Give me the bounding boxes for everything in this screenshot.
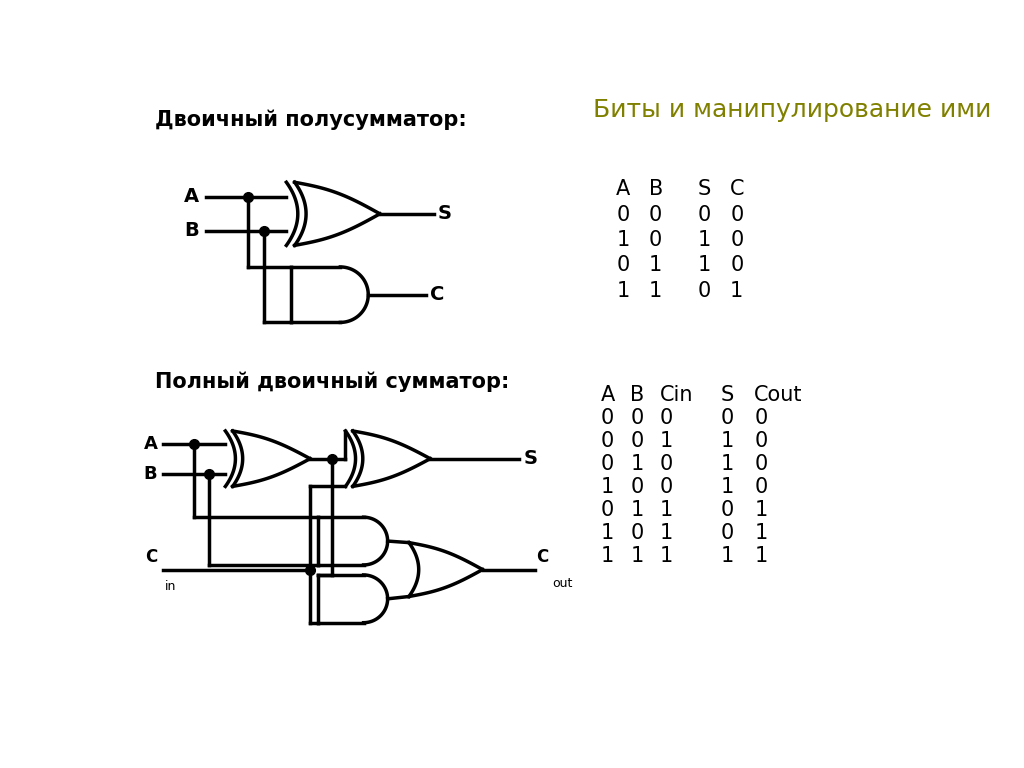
Text: 1: 1 [697,230,711,250]
Text: Полный двоичный сумматор:: Полный двоичный сумматор: [155,372,510,392]
Text: 1: 1 [649,281,663,301]
Text: 1: 1 [630,454,643,474]
Text: out: out [552,578,572,591]
Text: 1: 1 [721,454,734,474]
Text: 1: 1 [601,477,614,497]
Text: C: C [430,285,444,304]
Text: B: B [143,465,158,482]
Text: 1: 1 [721,477,734,497]
Text: 0: 0 [721,523,734,544]
Text: 1: 1 [649,256,663,276]
Text: 0: 0 [601,454,614,474]
Text: A: A [601,385,615,405]
Text: S: S [523,449,538,468]
Text: 1: 1 [630,500,643,520]
Text: in: in [165,580,176,593]
Text: 1: 1 [659,523,673,544]
Text: 0: 0 [649,204,663,224]
Text: S: S [697,179,711,199]
Text: 0: 0 [630,523,643,544]
Text: 0: 0 [730,204,743,224]
Text: 1: 1 [659,500,673,520]
Text: 0: 0 [721,408,734,428]
Text: B: B [649,179,664,199]
Text: 1: 1 [616,230,630,250]
Text: B: B [184,221,200,240]
Text: 0: 0 [755,431,767,451]
Text: 1: 1 [755,547,767,567]
Text: Двоичный полусумматор:: Двоичный полусумматор: [155,110,467,131]
Text: 0: 0 [616,204,630,224]
Text: 0: 0 [697,204,711,224]
Text: 1: 1 [730,281,743,301]
Text: 1: 1 [721,547,734,567]
Text: 0: 0 [601,431,614,451]
Text: 1: 1 [601,523,614,544]
Text: 0: 0 [730,256,743,276]
Text: 0: 0 [601,500,614,520]
Text: 0: 0 [601,408,614,428]
Text: 0: 0 [616,256,630,276]
Text: A: A [184,187,200,207]
Text: A: A [143,435,158,452]
Text: A: A [616,179,631,199]
Text: C: C [145,548,158,567]
Text: S: S [721,385,734,405]
Text: 0: 0 [659,477,673,497]
Text: C: C [537,548,549,567]
Text: 1: 1 [755,500,767,520]
Text: 0: 0 [755,408,767,428]
Text: 0: 0 [630,477,643,497]
Text: C: C [730,179,744,199]
Text: 1: 1 [630,547,643,567]
Text: 0: 0 [755,477,767,497]
Text: 0: 0 [755,454,767,474]
Text: 0: 0 [630,408,643,428]
Text: 1: 1 [616,281,630,301]
Text: Cout: Cout [755,385,803,405]
Text: Биты и манипулирование ими: Биты и манипулирование ими [593,98,991,122]
Text: 1: 1 [755,523,767,544]
Text: 1: 1 [659,431,673,451]
Text: 0: 0 [659,408,673,428]
Text: 0: 0 [730,230,743,250]
Text: 1: 1 [601,547,614,567]
Text: 1: 1 [659,547,673,567]
Text: S: S [438,204,452,223]
Text: 1: 1 [697,256,711,276]
Text: 0: 0 [649,230,663,250]
Text: 0: 0 [659,454,673,474]
Text: 1: 1 [721,431,734,451]
Text: 0: 0 [697,281,711,301]
Text: 0: 0 [721,500,734,520]
Text: B: B [630,385,644,405]
Text: 0: 0 [630,431,643,451]
Text: Cin: Cin [659,385,693,405]
